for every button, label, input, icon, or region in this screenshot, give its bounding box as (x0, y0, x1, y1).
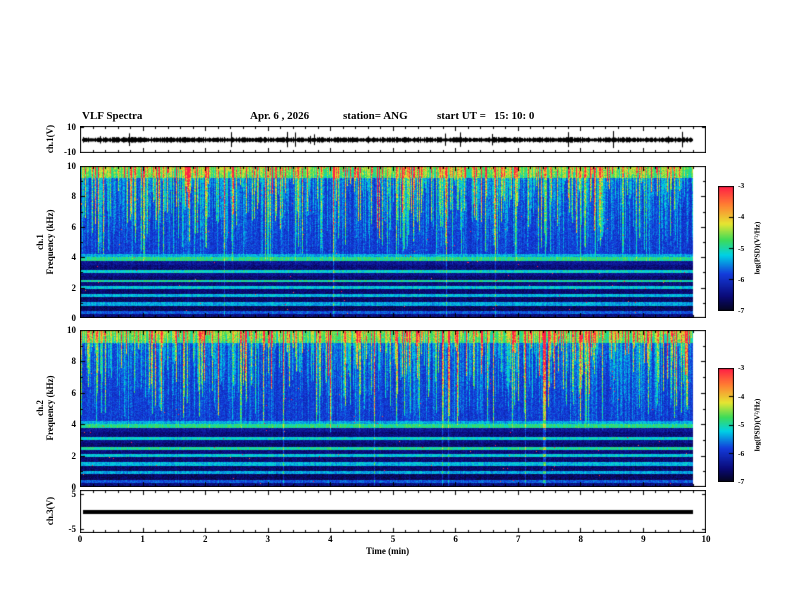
tick-label: 10 (701, 534, 711, 544)
tick-label: 5 (71, 489, 77, 500)
plot-date: Apr. 6 , 2026 (250, 110, 310, 122)
tick-label: 6 (453, 534, 458, 544)
plot-start-ut: start UT = 15: 10: 0 (437, 110, 535, 122)
tick-label: -5 (738, 243, 745, 253)
ch1-frequency-axis-label-line1: ch.1 (35, 234, 45, 250)
tick-label: 8 (71, 191, 77, 202)
tick-label: -5 (738, 420, 745, 429)
tick-label: 6 (71, 387, 77, 398)
ch3-waveform-canvas (80, 490, 706, 533)
ch1-frequency-axis-label: ch.1 Frequency (kHz) (35, 209, 55, 274)
tick-label: 7 (515, 534, 521, 544)
plot-title: VLF Spectra (82, 110, 143, 122)
tick-label: 2 (71, 282, 77, 293)
tick-label: -3 (738, 363, 745, 372)
tick-label: 5 (390, 534, 396, 544)
colorbar-ch1 (718, 186, 734, 311)
tick-label: 9 (641, 534, 646, 544)
tick-label: 8 (71, 356, 77, 367)
tick-label: -7 (738, 477, 745, 486)
tick-label: 4 (328, 534, 333, 544)
ch1-frequency-axis-label-line2: Frequency (kHz) (45, 209, 55, 275)
ch2-spectrogram-canvas (80, 330, 706, 487)
tick-label: 2 (71, 450, 77, 461)
tick-label: 4 (71, 419, 77, 430)
ch1-spectrogram-canvas (80, 166, 706, 318)
tick-label: -7 (738, 306, 745, 315)
tick-label: -5 (68, 523, 77, 534)
tick-label: -6 (738, 274, 745, 284)
ch3-voltage-axis-label: ch.3(V) (45, 496, 55, 526)
tick-label: -3 (738, 181, 745, 190)
ch2-frequency-axis-label-line2: Frequency (kHz) (45, 375, 55, 441)
tick-label: 0 (71, 313, 77, 323)
ch2-frequency-axis-label-line1: ch.2 (35, 400, 45, 416)
tick-label: 0 (77, 534, 83, 544)
tick-label: 6 (71, 221, 77, 232)
ch1-waveform-canvas (80, 126, 706, 153)
plot-station: station= ANG (343, 110, 408, 122)
tick-label: 0 (71, 482, 77, 492)
tick-label: -4 (738, 391, 745, 401)
time-axis-label: Time (min) (366, 546, 410, 556)
tick-label: -6 (738, 448, 745, 458)
ch2-frequency-axis-label: ch.2 Frequency (kHz) (35, 375, 55, 440)
tick-label: 10 (67, 325, 76, 335)
tick-label: 2 (202, 534, 208, 544)
tick-label: 4 (71, 252, 77, 263)
tick-label: 3 (265, 534, 271, 544)
tick-label: 1 (140, 534, 145, 544)
tick-label: -4 (738, 212, 745, 222)
tick-label: 10 (67, 122, 76, 133)
tick-label: -10 (64, 146, 76, 157)
tick-label: 8 (578, 534, 584, 544)
tick-label: 10 (67, 161, 76, 171)
colorbar-ch2 (718, 368, 734, 482)
